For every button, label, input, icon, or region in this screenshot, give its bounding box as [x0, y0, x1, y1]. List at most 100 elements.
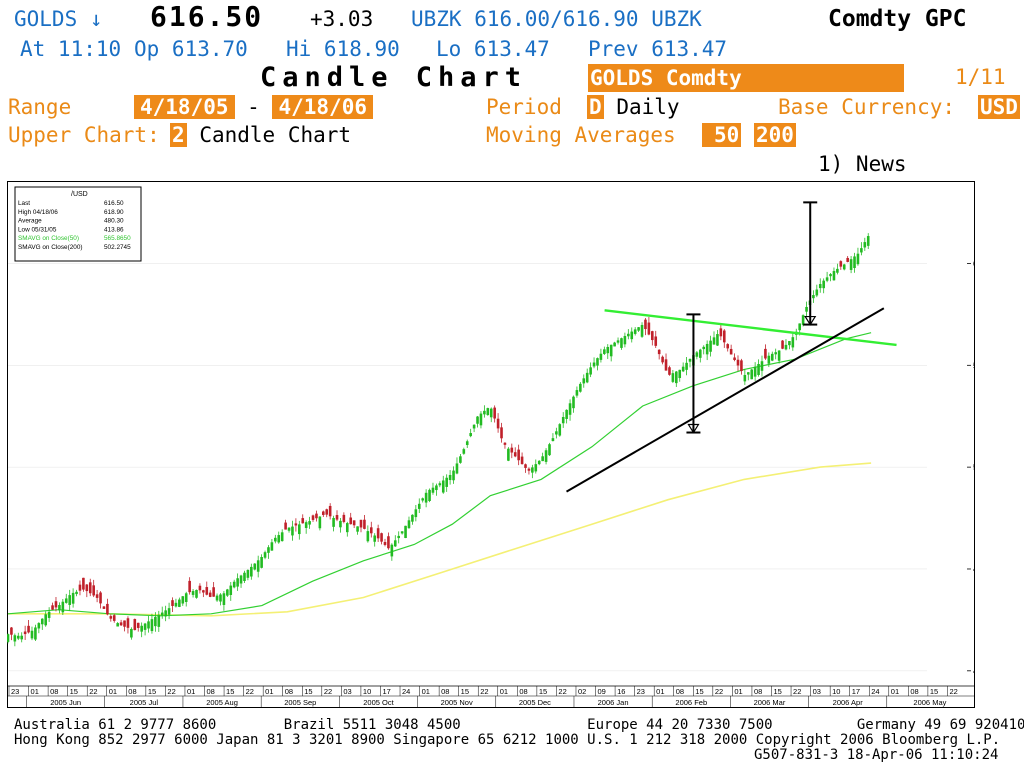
- x-tick-label: 08: [910, 687, 918, 696]
- x-tick-label: 03: [343, 687, 351, 696]
- candle-body: [486, 408, 490, 416]
- candle-body: [150, 619, 154, 632]
- candle-body: [671, 373, 675, 382]
- ma-long-field[interactable]: 200: [753, 123, 796, 147]
- candle-body: [688, 358, 692, 362]
- legend-row-value: 565.8650: [104, 235, 131, 242]
- legend-row-value: 413.86: [104, 226, 124, 233]
- base-currency-wrap: USD: [978, 94, 1020, 120]
- candle-body: [30, 630, 34, 639]
- candle-body: [438, 483, 442, 486]
- range-from-field[interactable]: 4/18/05: [134, 95, 235, 119]
- candle-body: [825, 277, 829, 281]
- candle-body: [603, 349, 606, 354]
- candle-body: [812, 295, 815, 299]
- x-tick-label: 22: [949, 687, 957, 696]
- candle-body: [705, 343, 709, 355]
- candle-body: [171, 600, 174, 606]
- candle-body: [315, 513, 318, 519]
- candle-body: [702, 346, 706, 350]
- x-month-label: 2005 Aug: [206, 698, 238, 707]
- y-tick-label: 400: [973, 667, 975, 676]
- candle-body: [654, 336, 658, 346]
- candle-body: [777, 350, 781, 361]
- candle-body: [846, 257, 849, 262]
- candle-body: [417, 503, 421, 509]
- news-link[interactable]: 1) News: [818, 152, 907, 176]
- security-field[interactable]: GOLDS Comdty: [588, 64, 904, 92]
- candle-body: [85, 584, 89, 592]
- candle-body: [589, 367, 592, 375]
- candle-body: [788, 341, 791, 346]
- x-month-label: 2005 Oct: [363, 698, 394, 707]
- candle-body: [174, 602, 178, 607]
- x-tick-label: 22: [793, 687, 801, 696]
- candle-body: [496, 418, 500, 429]
- x-tick-label: 16: [617, 687, 625, 696]
- candle-body: [219, 594, 222, 602]
- candle-body: [733, 357, 736, 361]
- candle-body: [716, 334, 719, 346]
- candle-body: [356, 526, 359, 532]
- candle-body: [64, 598, 68, 603]
- candle-body: [421, 498, 424, 501]
- candle-body: [709, 340, 712, 352]
- candle-body: [23, 631, 27, 635]
- candle-body: [102, 606, 106, 609]
- upper-chart-code-field[interactable]: 2: [170, 123, 187, 147]
- candle-body: [380, 533, 383, 542]
- chart-legend: /USD Last 616.50 High 04/18/06 618.90 Averag…: [14, 186, 142, 262]
- candle-body: [397, 535, 401, 539]
- candle-body: [311, 515, 315, 520]
- candle-body: [88, 582, 92, 594]
- ma-short-field[interactable]: 50: [702, 123, 742, 147]
- range-to-field[interactable]: 4/18/06: [272, 95, 373, 119]
- candle-body: [58, 605, 61, 611]
- candle-body: [232, 581, 236, 588]
- candle-body: [627, 333, 630, 337]
- candle-body: [387, 536, 390, 549]
- period-code-field[interactable]: D: [587, 95, 604, 119]
- candle-body: [160, 612, 164, 616]
- candle-body: [524, 464, 527, 468]
- candle-body: [740, 360, 743, 372]
- legend-row-value: 616.50: [104, 200, 124, 207]
- candle-body: [359, 519, 363, 528]
- pole-arrow: [687, 423, 700, 434]
- candle-body: [263, 552, 267, 558]
- candle-body: [431, 487, 435, 493]
- chart-title: Candle Chart: [260, 62, 528, 93]
- candle-body: [531, 467, 534, 473]
- target-arrow: [804, 315, 817, 326]
- candle-body: [537, 460, 541, 465]
- candle-body: [551, 438, 555, 442]
- price-change: +3.03: [310, 7, 374, 31]
- base-currency-field[interactable]: USD: [978, 95, 1020, 119]
- candle-body: [328, 505, 332, 517]
- candle-body: [657, 349, 661, 355]
- x-tick-label: 01: [734, 687, 742, 696]
- candle-body: [561, 416, 565, 424]
- candle-body: [27, 625, 30, 633]
- candle-body: [373, 535, 377, 542]
- candle-body: [452, 470, 455, 481]
- x-tick-label: 24: [871, 687, 879, 696]
- candle-body: [633, 329, 637, 334]
- x-tick-label: 22: [167, 687, 175, 696]
- candle-body: [760, 361, 764, 371]
- support-trendline: [566, 307, 885, 493]
- x-month-label: 2005 Sep: [284, 698, 316, 707]
- candle-body: [798, 323, 801, 331]
- candle-body: [222, 593, 226, 605]
- upper-chart-label: Upper Chart:: [8, 123, 160, 147]
- candle-body: [863, 242, 867, 248]
- range-controls: 4/18/05 - 4/18/06: [134, 94, 373, 120]
- x-tick-label: 01: [422, 687, 430, 696]
- candle-body: [260, 557, 263, 568]
- x-tick-label: 15: [539, 687, 547, 696]
- upper-chart-controls: 2 Candle Chart: [170, 122, 351, 148]
- candle-body: [757, 363, 760, 375]
- candle-body: [435, 485, 438, 491]
- candle-body: [774, 352, 777, 355]
- candle-body: [805, 306, 808, 312]
